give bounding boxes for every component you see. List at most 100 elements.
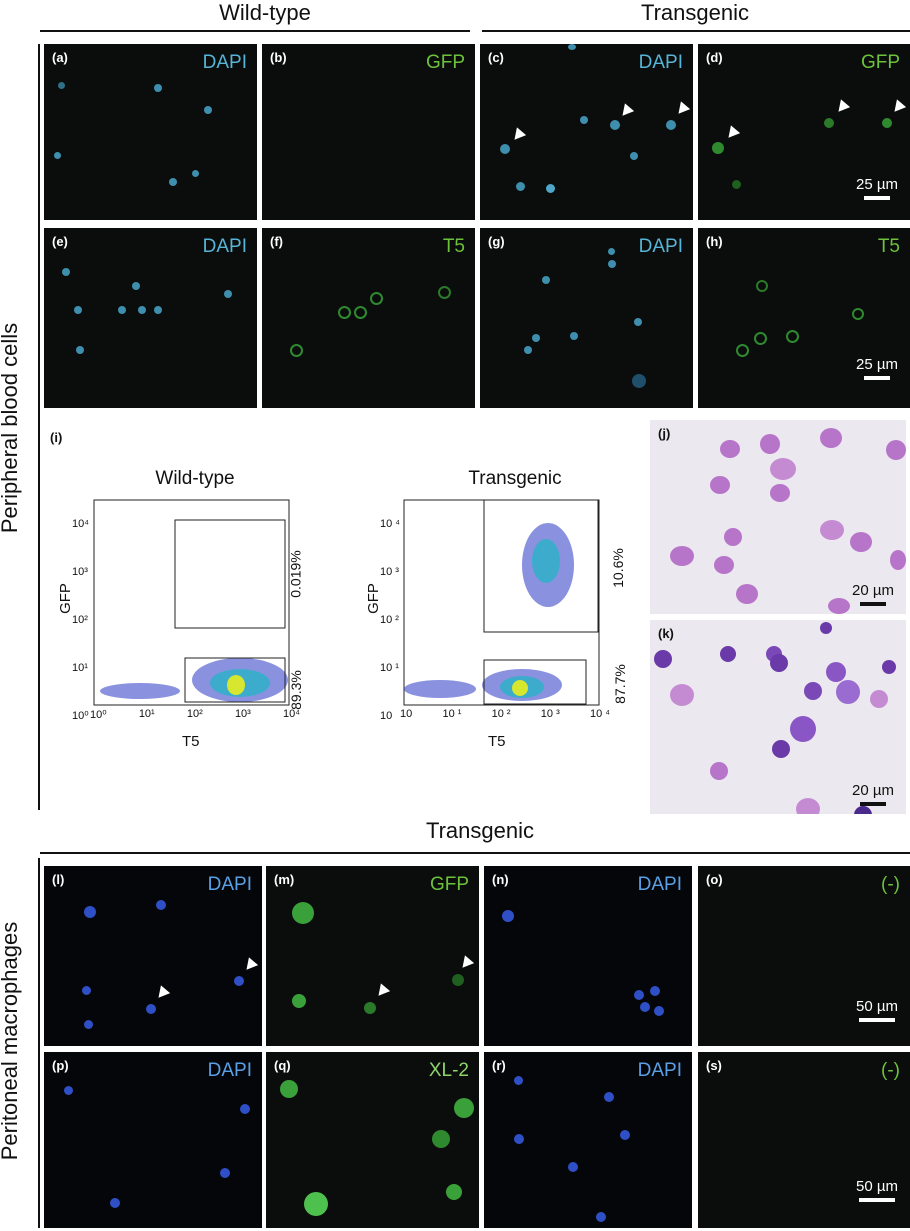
cell xyxy=(292,902,314,924)
flow-pct-upper-tg: 10.6% xyxy=(609,548,626,588)
cell xyxy=(234,976,244,986)
panel-j: (j) 20 µm xyxy=(650,420,906,614)
flow-xlabel-tg: T5 xyxy=(488,733,506,750)
cell xyxy=(796,798,820,814)
arrowhead xyxy=(373,983,391,1000)
panel-k: (k) 20 µm xyxy=(650,620,906,814)
panel-h: (h) T5 25 µm xyxy=(698,228,910,408)
tick-label: 10 xyxy=(400,708,413,720)
arrowhead xyxy=(241,957,259,974)
channel-label: DAPI xyxy=(202,236,247,257)
cell xyxy=(370,292,383,305)
panel-n: (n) DAPI xyxy=(484,866,692,1046)
channel-label: DAPI xyxy=(638,52,683,73)
arrowhead xyxy=(833,99,851,116)
cell xyxy=(724,528,742,546)
panel-label: (g) xyxy=(488,234,505,249)
panel-b: (b) GFP xyxy=(262,44,475,220)
channel-label: DAPI xyxy=(202,52,247,73)
arrowhead xyxy=(889,99,907,116)
panel-m: (m) GFP xyxy=(266,866,479,1046)
panel-label: (o) xyxy=(706,872,723,887)
cell xyxy=(760,434,780,454)
cell xyxy=(169,178,177,186)
scale-bar: 25 µm xyxy=(856,356,898,380)
cell xyxy=(852,308,864,320)
panel-label: (m) xyxy=(274,872,295,887)
tick-label: 10⁰ xyxy=(72,710,89,722)
cell xyxy=(84,906,96,918)
cell xyxy=(854,806,872,814)
channel-label: (-) xyxy=(881,1060,900,1081)
cell xyxy=(290,344,303,357)
cell xyxy=(304,1192,328,1216)
flow-title-tg: Transgenic xyxy=(468,468,562,489)
tick-label: 10 xyxy=(380,710,393,722)
cell xyxy=(870,690,888,708)
flow-plot-wild-type xyxy=(93,499,290,706)
flow-yticks-wt: 10⁴ 10³ 10² 10¹ 10⁰ xyxy=(72,500,89,740)
cell xyxy=(654,1006,664,1016)
cell xyxy=(720,440,740,458)
cell xyxy=(666,120,676,130)
cell xyxy=(580,116,588,124)
flow-pct-lower-wt: 89.3% xyxy=(287,670,304,710)
cell xyxy=(836,680,860,704)
cell xyxy=(64,1086,73,1095)
panel-label: (p) xyxy=(52,1058,69,1073)
tick-label: 10³ xyxy=(72,566,88,578)
cell xyxy=(454,1098,474,1118)
channel-label: GFP xyxy=(860,52,900,73)
cell xyxy=(882,660,896,674)
tick-label: 10¹ xyxy=(138,708,155,720)
cell xyxy=(54,152,61,159)
cell xyxy=(118,306,126,314)
header-transgenic: Transgenic xyxy=(640,0,749,25)
cell xyxy=(596,1212,606,1222)
cell xyxy=(608,260,616,268)
cell xyxy=(770,458,796,480)
panel-d: (d) GFP 25 µm xyxy=(698,44,910,220)
cell xyxy=(820,622,832,634)
bracket-lower xyxy=(38,858,40,1228)
side-label-peritoneal: Peritoneal macrophages xyxy=(0,921,22,1161)
tick-label: 10² xyxy=(72,614,88,626)
flow-pct-lower-tg: 87.7% xyxy=(611,664,628,704)
cell xyxy=(524,346,532,354)
cell xyxy=(240,1104,250,1114)
cell xyxy=(84,1020,93,1029)
cell xyxy=(640,1002,650,1012)
cell xyxy=(770,484,790,502)
panel-q: (q) XL-2 xyxy=(266,1052,479,1228)
panel-a: (a) DAPI xyxy=(44,44,257,220)
cell xyxy=(438,286,451,299)
channel-label: XL-2 xyxy=(428,1060,469,1081)
tick-label: 10³ xyxy=(234,708,251,720)
cell xyxy=(850,532,872,552)
panel-label: (b) xyxy=(270,50,287,65)
cell xyxy=(76,346,84,354)
flow-xlabel-wt: T5 xyxy=(182,733,200,750)
cell xyxy=(542,276,550,284)
cell xyxy=(82,986,91,995)
tick-label: 10 ² xyxy=(380,614,399,626)
scale-bar: 20 µm xyxy=(852,582,894,606)
cell xyxy=(826,662,846,682)
cell xyxy=(670,546,694,566)
cell xyxy=(712,142,724,154)
cell xyxy=(620,1130,630,1140)
panel-label: (h) xyxy=(706,234,723,249)
cell xyxy=(756,280,768,292)
cell xyxy=(568,44,576,50)
cell xyxy=(736,584,758,604)
tick-label: 10 ³ xyxy=(540,708,560,720)
bracket-upper xyxy=(38,44,40,810)
arrowhead xyxy=(617,103,635,120)
cell xyxy=(882,118,892,128)
cell xyxy=(570,332,578,340)
cell xyxy=(632,374,646,388)
cell xyxy=(224,290,232,298)
panel-label: (e) xyxy=(52,234,68,249)
cell xyxy=(670,684,694,706)
cell xyxy=(650,986,660,996)
